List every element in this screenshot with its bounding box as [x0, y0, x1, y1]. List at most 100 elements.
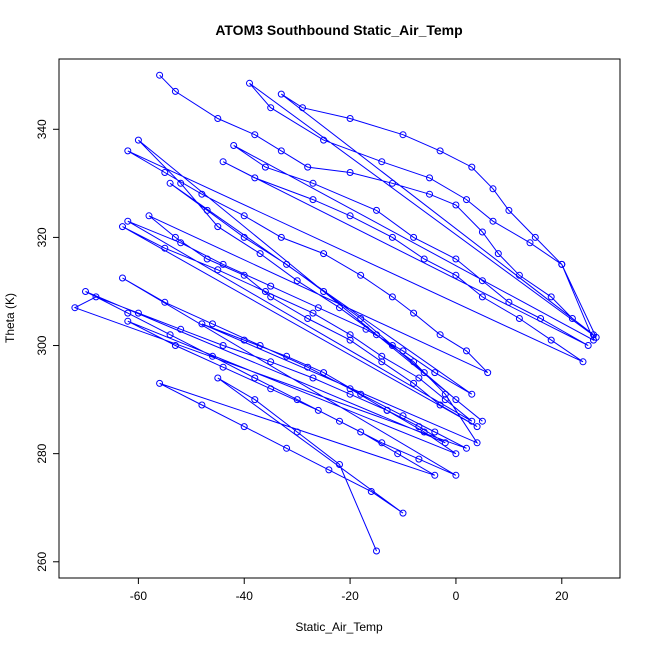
- data-point: [251, 131, 259, 139]
- data-point: [283, 352, 291, 360]
- data-point: [267, 104, 275, 112]
- data-point: [463, 347, 470, 355]
- data-point: [230, 142, 238, 149]
- data-point: [452, 471, 460, 479]
- x-tick-label: -20: [341, 589, 359, 603]
- data-point: [214, 266, 222, 274]
- data-point: [219, 342, 227, 349]
- data-point: [304, 315, 312, 322]
- data-point: [267, 385, 275, 393]
- data-point: [441, 439, 449, 447]
- data-point: [399, 131, 407, 139]
- data-point: [494, 250, 502, 258]
- data-point: [299, 104, 306, 112]
- data-point: [399, 347, 407, 355]
- data-point: [277, 90, 285, 98]
- data-point: [463, 444, 470, 452]
- data-point: [515, 315, 523, 322]
- data-point: [71, 304, 79, 312]
- data-point: [161, 298, 169, 306]
- data-point: [293, 428, 301, 436]
- data-point: [473, 423, 481, 431]
- data-point: [357, 428, 365, 436]
- data-point: [203, 255, 211, 263]
- data-point: [124, 147, 132, 155]
- data-point: [171, 233, 179, 241]
- data-point: [177, 239, 185, 247]
- data-point: [261, 163, 269, 171]
- data-point: [119, 274, 126, 282]
- data-point: [320, 288, 328, 295]
- data-point: [214, 115, 222, 122]
- data-point: [584, 342, 592, 349]
- data-point: [267, 358, 275, 366]
- x-tick-label: -60: [130, 589, 148, 603]
- data-point: [468, 417, 476, 425]
- data-point: [134, 136, 142, 144]
- data-point: [410, 358, 418, 366]
- data-point: [463, 196, 470, 204]
- data-point: [256, 250, 264, 258]
- data-point: [198, 190, 206, 198]
- data-point: [309, 374, 317, 382]
- x-tick-label: 20: [555, 589, 569, 603]
- data-point: [251, 174, 259, 182]
- data-point: [346, 115, 354, 122]
- data-point: [219, 260, 227, 268]
- series-layer: [71, 71, 600, 555]
- data-point: [156, 379, 164, 387]
- data-point: [320, 136, 328, 144]
- data-point: [537, 315, 545, 322]
- y-axis-label: Theta (K): [3, 293, 17, 343]
- data-point: [478, 277, 486, 285]
- data-point: [124, 309, 132, 317]
- data-point: [346, 331, 354, 339]
- data-point: [177, 325, 185, 333]
- data-point: [526, 239, 534, 247]
- data-point: [415, 423, 423, 431]
- data-point: [431, 471, 439, 479]
- x-tick-label: -40: [236, 589, 254, 603]
- plot-frame: [58, 58, 621, 579]
- data-point: [304, 163, 312, 171]
- data-point: [378, 158, 386, 166]
- data-point: [410, 379, 418, 387]
- data-point: [320, 369, 328, 377]
- chart-title: ATOM3 Southbound Static_Air_Temp: [215, 22, 462, 38]
- data-point: [468, 163, 476, 171]
- data-point: [336, 417, 343, 425]
- data-point: [373, 331, 380, 339]
- data-point: [357, 271, 365, 279]
- data-point: [579, 358, 587, 366]
- data-point: [478, 417, 486, 425]
- data-point: [261, 288, 269, 295]
- data-point: [505, 206, 513, 214]
- data-point: [293, 277, 301, 285]
- data-point: [166, 331, 174, 339]
- data-point: [214, 374, 222, 382]
- data-point: [209, 320, 216, 328]
- data-point: [426, 190, 433, 198]
- data-point: [489, 185, 497, 193]
- data-point: [177, 179, 185, 187]
- data-point: [415, 455, 423, 463]
- y-tick-label: 260: [35, 551, 49, 571]
- data-point: [198, 320, 206, 328]
- data-point: [452, 201, 460, 209]
- data-point: [373, 206, 380, 214]
- data-point: [134, 309, 142, 317]
- data-point: [383, 406, 391, 414]
- y-tick-label: 320: [35, 227, 49, 247]
- data-point: [531, 233, 539, 241]
- data-point: [357, 315, 365, 322]
- data-point: [219, 363, 227, 371]
- data-point: [399, 412, 407, 420]
- data-point: [420, 428, 428, 436]
- data-point: [246, 79, 253, 87]
- data-point: [267, 282, 275, 290]
- data-point: [293, 396, 301, 404]
- data-point: [219, 158, 227, 166]
- data-point: [505, 298, 513, 306]
- data-point: [489, 217, 497, 225]
- x-axis-label: Static_Air_Temp: [295, 620, 383, 634]
